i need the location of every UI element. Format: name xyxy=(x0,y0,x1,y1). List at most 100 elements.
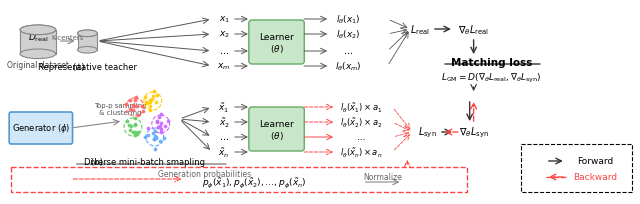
Point xyxy=(150,148,160,151)
Point xyxy=(131,96,141,100)
Point xyxy=(148,132,158,135)
Text: $l_\theta(\tilde{x}_n)\times a_n$: $l_\theta(\tilde{x}_n)\times a_n$ xyxy=(339,146,382,159)
Point xyxy=(151,101,161,104)
Point xyxy=(149,138,159,141)
Point xyxy=(142,102,152,105)
FancyBboxPatch shape xyxy=(77,34,97,51)
Point xyxy=(141,101,151,104)
Point xyxy=(129,131,140,134)
Point xyxy=(127,131,138,134)
Point xyxy=(150,130,160,133)
Text: $(\theta)$: $(\theta)$ xyxy=(269,43,284,55)
FancyBboxPatch shape xyxy=(9,112,72,144)
Text: $\tilde{x}_2$: $\tilde{x}_2$ xyxy=(218,116,230,129)
Point xyxy=(125,129,135,132)
Text: $\cdots$: $\cdots$ xyxy=(219,47,229,56)
Point xyxy=(156,128,166,131)
Text: $p_\phi(\tilde{x}_1), p_\phi(\tilde{x}_2), \ldots, p_\phi(\tilde{x}_n)$: $p_\phi(\tilde{x}_1), p_\phi(\tilde{x}_2… xyxy=(202,175,306,189)
Ellipse shape xyxy=(20,26,56,35)
Point xyxy=(145,105,156,108)
Text: $x_2$: $x_2$ xyxy=(219,30,230,40)
Point xyxy=(122,120,132,123)
Point xyxy=(138,110,148,113)
Point xyxy=(150,134,160,138)
Text: $(\theta)$: $(\theta)$ xyxy=(269,129,284,141)
Text: Top-p sampling: Top-p sampling xyxy=(94,102,147,109)
Text: K-centers: K-centers xyxy=(51,35,84,41)
Point xyxy=(133,113,143,117)
Point xyxy=(129,117,140,120)
Text: Learner: Learner xyxy=(259,120,294,129)
Text: $L_{\rm real}$: $L_{\rm real}$ xyxy=(410,23,430,37)
Text: (b): (b) xyxy=(91,158,105,167)
Text: $\cdots$: $\cdots$ xyxy=(219,133,229,142)
Point xyxy=(147,98,157,102)
FancyBboxPatch shape xyxy=(521,144,632,192)
Text: Normalize: Normalize xyxy=(363,173,402,182)
Point xyxy=(130,123,140,126)
Text: $\nabla_\theta L_{\rm real}$: $\nabla_\theta L_{\rm real}$ xyxy=(458,23,489,37)
FancyBboxPatch shape xyxy=(249,108,304,151)
Point xyxy=(156,113,166,116)
FancyBboxPatch shape xyxy=(20,31,56,54)
Point xyxy=(148,137,159,141)
Point xyxy=(159,136,169,140)
Point xyxy=(130,133,140,137)
Text: $l_\theta(\tilde{x}_1)\times a_1$: $l_\theta(\tilde{x}_1)\times a_1$ xyxy=(340,101,382,114)
Text: Generation probabilities: Generation probabilities xyxy=(157,170,251,179)
Ellipse shape xyxy=(77,31,97,37)
Text: $l_\theta(\tilde{x}_2)\times a_2$: $l_\theta(\tilde{x}_2)\times a_2$ xyxy=(340,116,382,129)
Point xyxy=(129,105,139,108)
Point xyxy=(148,95,158,98)
Text: $\tilde{x}_1$: $\tilde{x}_1$ xyxy=(218,101,230,114)
Point xyxy=(125,107,135,111)
Text: Learner: Learner xyxy=(259,33,294,42)
Point xyxy=(152,94,162,97)
Text: (a): (a) xyxy=(73,63,88,72)
Text: $l_\theta(x_1)$: $l_\theta(x_1)$ xyxy=(335,14,360,26)
Text: Diverse mini-batch smapling: Diverse mini-batch smapling xyxy=(84,158,205,167)
Point xyxy=(145,98,155,102)
Point xyxy=(160,124,170,128)
Text: & clustering: & clustering xyxy=(99,110,141,115)
Point xyxy=(145,109,155,112)
Text: $\cdots$: $\cdots$ xyxy=(356,133,365,142)
Text: Matching loss: Matching loss xyxy=(451,58,532,68)
Text: $\tilde{x}_n$: $\tilde{x}_n$ xyxy=(218,146,230,159)
Point xyxy=(121,103,131,106)
Text: $\cdots$: $\cdots$ xyxy=(343,47,353,56)
Point xyxy=(152,120,162,124)
Point xyxy=(143,134,153,137)
Ellipse shape xyxy=(77,31,97,37)
Point xyxy=(154,115,164,119)
Point xyxy=(133,130,143,134)
Point xyxy=(127,109,138,112)
Point xyxy=(125,99,136,102)
Text: Backward: Backward xyxy=(573,173,618,182)
Point xyxy=(152,121,163,124)
Point xyxy=(156,131,166,134)
Point xyxy=(140,136,150,139)
Ellipse shape xyxy=(77,47,97,54)
Point xyxy=(151,135,161,139)
Point xyxy=(137,105,147,108)
Point xyxy=(140,96,150,100)
Text: $l_\theta(x_m)$: $l_\theta(x_m)$ xyxy=(335,60,361,73)
Text: $l_\theta(x_2)$: $l_\theta(x_2)$ xyxy=(335,29,360,41)
Text: Forward: Forward xyxy=(577,157,614,166)
Point xyxy=(163,120,173,123)
Text: $x_m$: $x_m$ xyxy=(218,61,231,72)
Point xyxy=(130,99,140,102)
Point xyxy=(148,90,159,93)
Text: $L_{\rm GM}=D(\nabla_\theta L_{\rm real}, \nabla_\theta L_{\rm syn})$: $L_{\rm GM}=D(\nabla_\theta L_{\rm real}… xyxy=(441,71,541,84)
Point xyxy=(151,137,161,140)
Text: Generator ($\phi$): Generator ($\phi$) xyxy=(12,122,70,135)
Point xyxy=(156,140,166,143)
Point xyxy=(143,127,153,130)
Point xyxy=(154,124,164,128)
Point xyxy=(145,100,155,104)
Ellipse shape xyxy=(20,50,56,59)
Text: $L_{\rm syn}$: $L_{\rm syn}$ xyxy=(418,125,436,140)
Point xyxy=(129,124,140,127)
Point xyxy=(153,125,163,129)
